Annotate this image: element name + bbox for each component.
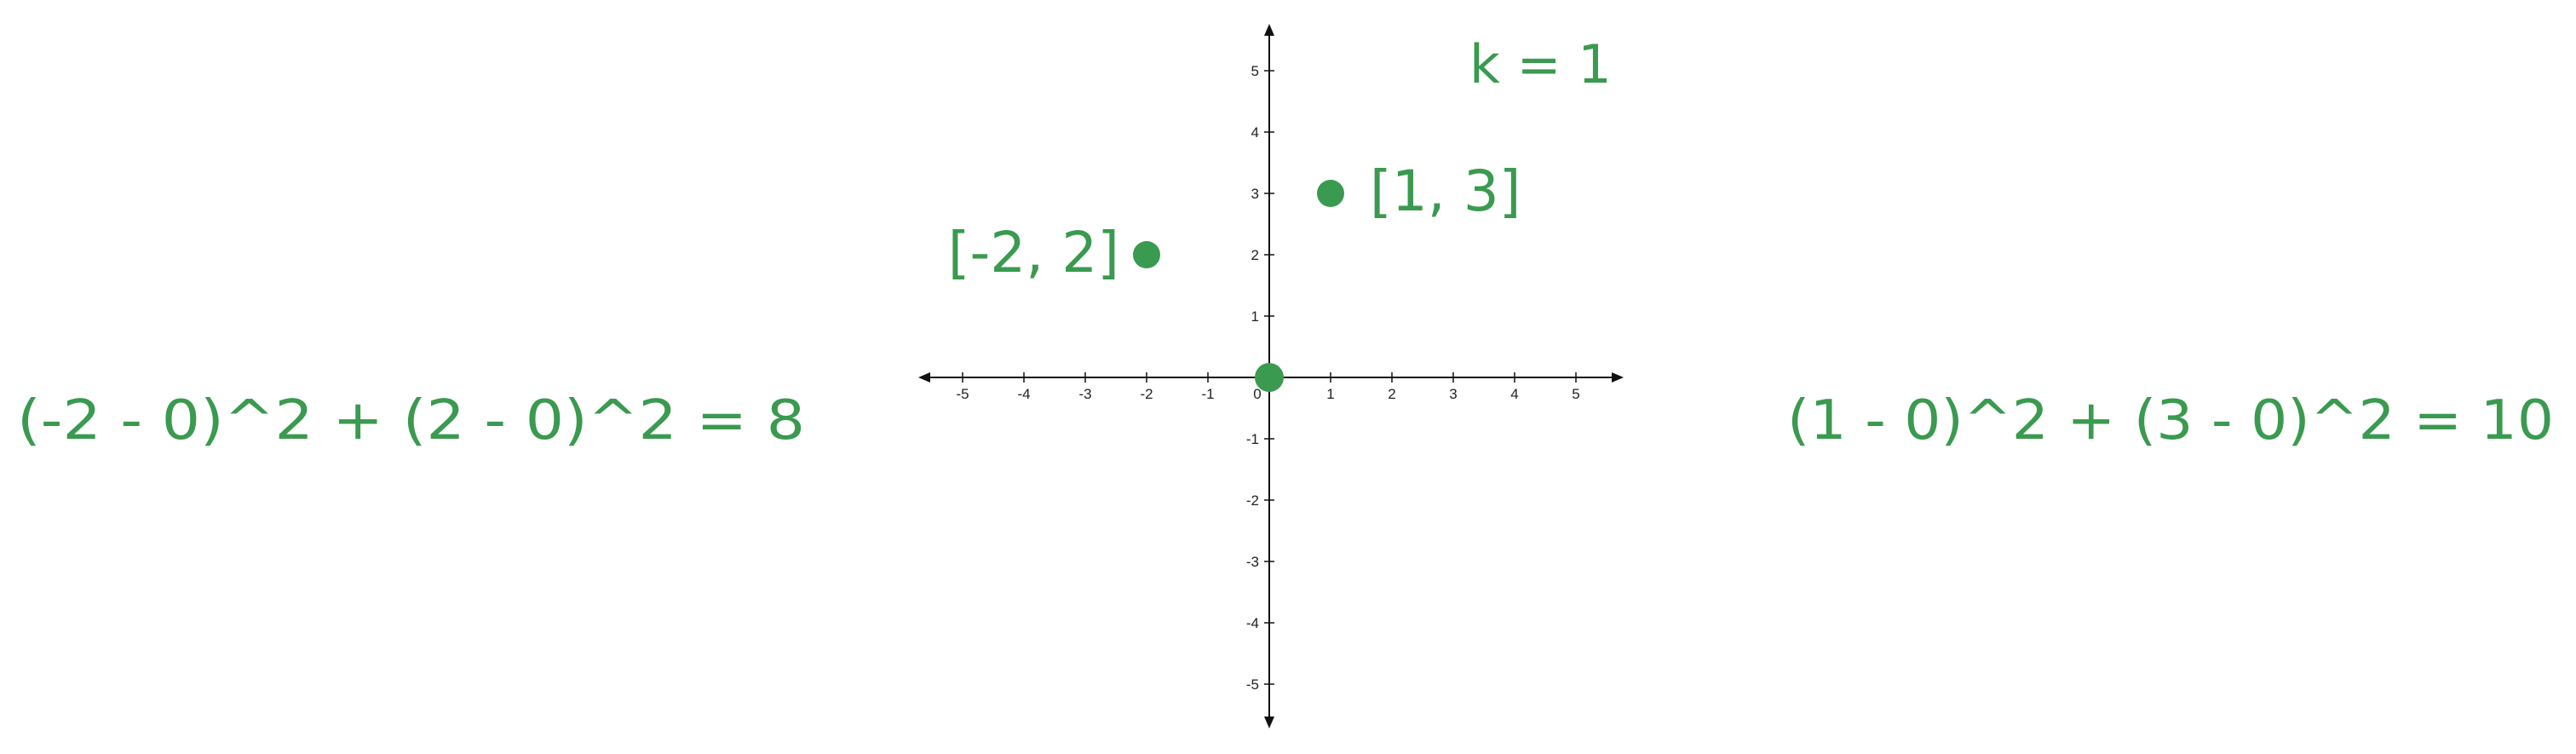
tick-marks: -5 -4 -3 -2 -1 1 2 3 4 5 -5 -4 -3 -2 -1 1 2 3 4 5 0 xyxy=(956,63,1579,693)
x-axis-arrow-right-icon xyxy=(1612,372,1624,383)
x-axis-arrow-left-icon xyxy=(918,372,930,383)
x-tick-label: -3 xyxy=(1078,386,1091,402)
y-tick-label: 5 xyxy=(1251,63,1259,79)
x-tick-label: 3 xyxy=(1449,386,1457,402)
y-axis-arrow-down-icon xyxy=(1264,717,1274,728)
x-tick-label: -1 xyxy=(1201,386,1214,402)
point-label: [-2, 2] xyxy=(948,220,1119,285)
left-equation: (-2 - 0)^2 + (2 - 0)^2 = 8 xyxy=(17,389,805,452)
x-tick-label: 5 xyxy=(1572,386,1579,402)
point-label: [1, 3] xyxy=(1370,158,1521,224)
x-tick-label: -5 xyxy=(956,386,969,402)
y-tick-label: 1 xyxy=(1251,308,1259,325)
y-tick-label: 3 xyxy=(1251,186,1259,202)
origin-point xyxy=(1255,363,1284,392)
x-tick-label: -4 xyxy=(1017,386,1030,402)
y-tick-label: -4 xyxy=(1246,615,1259,631)
y-tick-label: 2 xyxy=(1251,247,1259,263)
y-tick-label: 4 xyxy=(1251,124,1259,141)
data-point xyxy=(1317,180,1344,207)
data-point xyxy=(1133,241,1160,268)
y-tick-label: -3 xyxy=(1246,554,1259,570)
k-label: k = 1 xyxy=(1469,33,1612,95)
x-tick-label: -2 xyxy=(1140,386,1153,402)
y-tick-label: -5 xyxy=(1246,676,1259,693)
x-tick-label: 1 xyxy=(1326,386,1334,402)
y-axis-arrow-up-icon xyxy=(1264,24,1274,36)
origin-label: 0 xyxy=(1253,386,1261,402)
data-points: [-2, 2] [1, 3] xyxy=(948,158,1521,392)
x-tick-label: 2 xyxy=(1388,386,1395,402)
right-equation: (1 - 0)^2 + (3 - 0)^2 = 10 xyxy=(1787,389,2554,452)
y-tick-label: -2 xyxy=(1246,492,1259,509)
y-tick-label: -1 xyxy=(1246,431,1259,447)
x-tick-label: 4 xyxy=(1510,386,1518,402)
